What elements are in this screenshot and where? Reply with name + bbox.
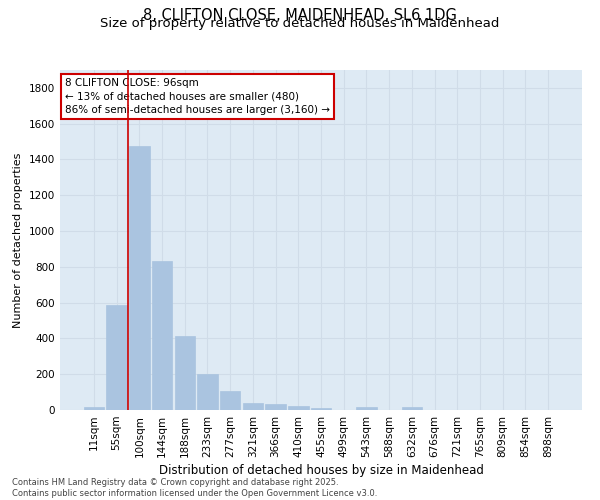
Bar bbox=[242, 403, 263, 410]
Bar bbox=[152, 262, 172, 410]
Y-axis label: Number of detached properties: Number of detached properties bbox=[13, 152, 23, 328]
Bar bbox=[220, 391, 241, 410]
Text: Size of property relative to detached houses in Maidenhead: Size of property relative to detached ho… bbox=[100, 18, 500, 30]
Bar bbox=[401, 407, 422, 410]
Text: 8, CLIFTON CLOSE, MAIDENHEAD, SL6 1DG: 8, CLIFTON CLOSE, MAIDENHEAD, SL6 1DG bbox=[143, 8, 457, 22]
Bar bbox=[84, 407, 104, 410]
Bar bbox=[197, 374, 218, 410]
Text: 8 CLIFTON CLOSE: 96sqm
← 13% of detached houses are smaller (480)
86% of semi-de: 8 CLIFTON CLOSE: 96sqm ← 13% of detached… bbox=[65, 78, 330, 115]
Bar bbox=[265, 404, 286, 410]
Bar bbox=[106, 306, 127, 410]
Bar bbox=[175, 336, 195, 410]
Bar bbox=[356, 408, 377, 410]
Bar bbox=[129, 146, 149, 410]
X-axis label: Distribution of detached houses by size in Maidenhead: Distribution of detached houses by size … bbox=[158, 464, 484, 477]
Bar bbox=[288, 406, 308, 410]
Text: Contains HM Land Registry data © Crown copyright and database right 2025.
Contai: Contains HM Land Registry data © Crown c… bbox=[12, 478, 377, 498]
Bar bbox=[311, 408, 331, 410]
